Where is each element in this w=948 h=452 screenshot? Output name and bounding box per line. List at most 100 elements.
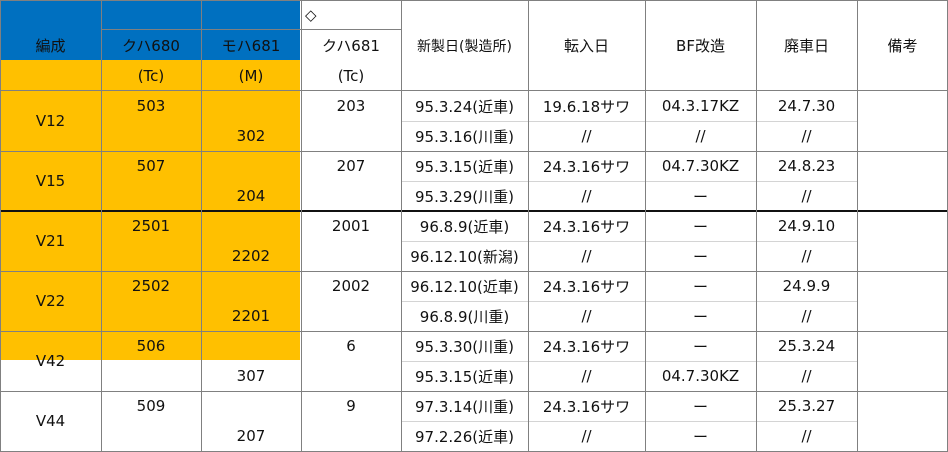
transfer-date-bottom: // — [581, 367, 592, 385]
retired-date-top: 24.7.30 — [777, 97, 836, 115]
car3-number: 207 — [336, 157, 366, 175]
retired-date-bottom: // — [801, 127, 812, 145]
retired-date-top: 25.3.24 — [777, 337, 836, 355]
transfer-date-top: 24.3.16サワ — [542, 337, 631, 356]
car2-number: 302 — [236, 127, 266, 145]
transfer-date-top: 19.6.18サワ — [542, 97, 631, 116]
column-divider — [401, 0, 402, 451]
car-color-block — [0, 300, 300, 360]
built-date-bottom: 95.3.16(川重) — [415, 127, 514, 146]
retired-date-bottom: // — [801, 307, 812, 325]
column-divider — [101, 0, 102, 451]
car-color-block — [0, 0, 300, 60]
car3-number: 9 — [346, 397, 356, 415]
retired-date-bottom: // — [801, 427, 812, 445]
row-inner-divider — [401, 181, 857, 182]
car3-number: 2001 — [331, 217, 371, 235]
header-diamond: ◇ — [305, 6, 317, 24]
retired-date-bottom: // — [801, 367, 812, 385]
car3-number: 2002 — [331, 277, 371, 295]
column-divider — [645, 0, 646, 451]
header-car1-type: クハ680 — [122, 36, 180, 55]
car1-number: 509 — [136, 397, 166, 415]
formation-cell: V44 — [35, 412, 66, 430]
car2-number: 2201 — [231, 307, 271, 325]
row-inner-divider — [401, 421, 857, 422]
header-car2-type: モハ681 — [221, 36, 281, 55]
car-color-block — [0, 120, 300, 180]
header-car2-code: (M) — [238, 66, 264, 85]
transfer-date-bottom: // — [581, 247, 592, 265]
transfer-date-bottom: // — [581, 307, 592, 325]
built-date-top: 95.3.30(川重) — [415, 337, 514, 356]
row-inner-divider — [401, 241, 857, 242]
transfer-date-bottom: // — [581, 127, 592, 145]
retired-date-top: 25.3.27 — [777, 397, 836, 415]
car2-number: 204 — [236, 187, 266, 205]
header-formation: 編成 — [35, 37, 66, 55]
header-notes: 備考 — [887, 37, 918, 55]
retired-date-top: 24.8.23 — [777, 157, 836, 175]
row-divider — [0, 210, 948, 212]
header-bf: BF改造 — [676, 37, 725, 55]
car3-number: 6 — [346, 337, 356, 355]
car1-number: 2502 — [131, 277, 171, 295]
built-date-bottom: 96.8.9(川重) — [419, 307, 510, 326]
header-car3-code: (Tc) — [337, 66, 365, 85]
car1-number: 503 — [136, 97, 166, 115]
header-retired: 廃車日 — [783, 37, 829, 55]
built-date-top: 96.8.9(近車) — [419, 217, 510, 236]
header-bottom-line — [0, 90, 948, 91]
bf-modification-top: ー — [692, 337, 708, 356]
built-date-bottom: 95.3.29(川重) — [415, 187, 514, 206]
built-date-bottom: 96.12.10(新潟) — [410, 247, 519, 266]
car-color-block — [0, 240, 300, 300]
built-date-top: 97.3.14(川重) — [415, 397, 514, 416]
column-divider — [528, 0, 529, 451]
row-divider — [0, 271, 948, 272]
column-divider — [301, 0, 302, 451]
bf-modification-bottom: // — [695, 127, 706, 145]
header-built: 新製日(製造所) — [417, 38, 512, 55]
bf-modification-bottom: ー — [692, 247, 708, 266]
row-inner-divider — [401, 121, 857, 122]
header-sub-line — [101, 29, 401, 30]
built-date-top: 95.3.15(近車) — [415, 157, 514, 176]
bf-modification-top: ー — [692, 217, 708, 236]
column-divider — [857, 0, 858, 451]
car1-number: 507 — [136, 157, 166, 175]
header-top-line — [0, 0, 948, 1]
transfer-date-top: 24.3.16サワ — [542, 217, 631, 236]
built-date-top: 95.3.24(近車) — [415, 97, 514, 116]
car1-number: 506 — [136, 337, 166, 355]
formation-cell: V15 — [35, 172, 66, 190]
built-date-bottom: 97.2.26(近車) — [415, 427, 514, 446]
bf-modification-top: 04.3.17KZ — [661, 97, 740, 115]
car1-number: 2501 — [131, 217, 171, 235]
transfer-date-top: 24.3.16サワ — [542, 397, 631, 416]
transfer-date-bottom: // — [581, 187, 592, 205]
bf-modification-top: ー — [692, 277, 708, 296]
car2-number: 207 — [236, 427, 266, 445]
header-car3-type: クハ681 — [322, 36, 380, 55]
built-date-top: 96.12.10(近車) — [410, 277, 519, 296]
row-inner-divider — [401, 301, 857, 302]
bf-modification-bottom: 04.7.30KZ — [661, 367, 740, 385]
column-divider — [756, 0, 757, 451]
row-divider — [0, 151, 948, 152]
retired-date-top: 24.9.10 — [777, 217, 836, 235]
car2-number: 2202 — [231, 247, 271, 265]
row-divider — [0, 391, 948, 392]
retired-date-bottom: // — [801, 247, 812, 265]
car2-number: 307 — [236, 367, 266, 385]
row-divider — [0, 331, 948, 332]
bf-modification-bottom: ー — [692, 427, 708, 446]
bf-modification-bottom: ー — [692, 307, 708, 326]
column-divider — [0, 0, 1, 451]
row-inner-divider — [401, 361, 857, 362]
header-car1-code: (Tc) — [137, 66, 165, 85]
transfer-date-top: 24.3.16サワ — [542, 157, 631, 176]
column-divider — [201, 0, 202, 451]
retired-date-bottom: // — [801, 187, 812, 205]
